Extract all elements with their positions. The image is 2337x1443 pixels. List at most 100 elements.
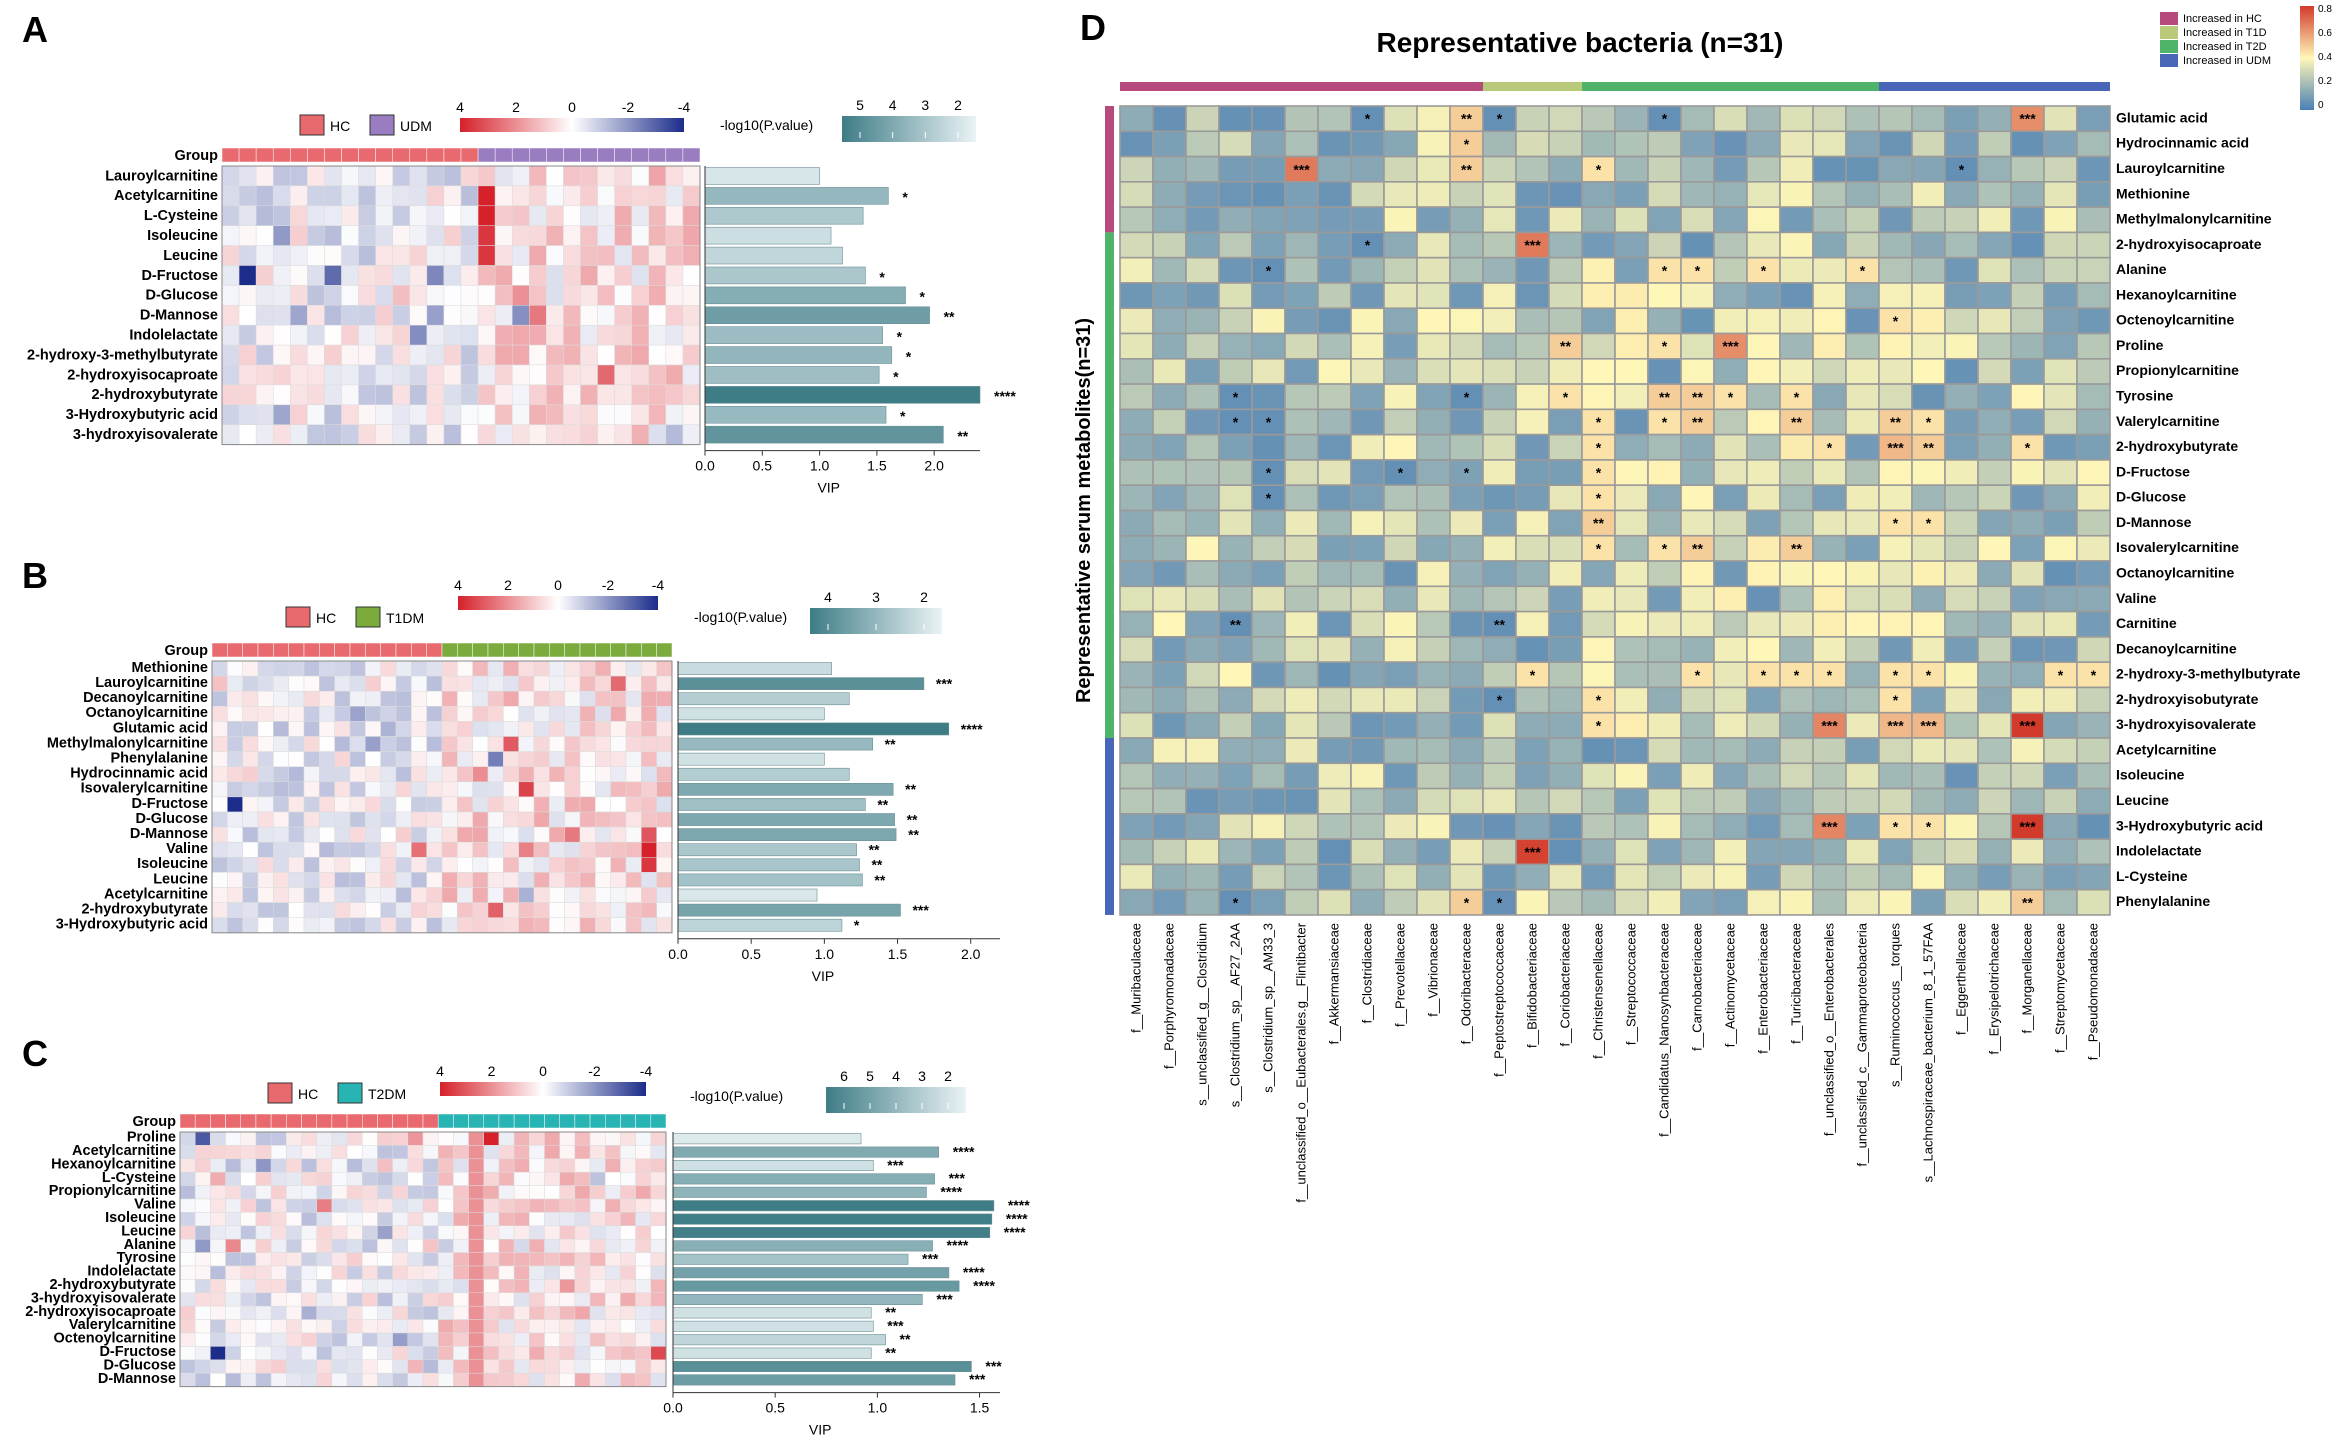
heatmap-cell bbox=[194, 1145, 211, 1160]
corr-significance: * bbox=[1695, 262, 1701, 278]
corr-cell bbox=[1383, 636, 1418, 663]
corr-cell bbox=[1119, 610, 1154, 638]
heatmap-cell bbox=[411, 660, 427, 677]
corr-cell bbox=[1713, 459, 1748, 487]
heatmap-cell bbox=[316, 1238, 333, 1253]
corr-cell bbox=[2010, 610, 2045, 638]
heatmap-cell bbox=[341, 384, 359, 406]
heatmap-cell bbox=[331, 1212, 348, 1227]
corr-cell bbox=[2010, 737, 2045, 765]
heatmap-cell bbox=[487, 841, 504, 858]
corr-cell bbox=[1647, 357, 1682, 385]
corr-cell bbox=[1746, 130, 1781, 158]
legend-swatch bbox=[2160, 26, 2178, 39]
corr-cell bbox=[1449, 206, 1484, 234]
corr-significance: * bbox=[1266, 262, 1272, 278]
corr-cell bbox=[1647, 661, 1682, 689]
heatmap-cell bbox=[595, 736, 611, 752]
panel-b-label: B bbox=[22, 555, 48, 596]
heatmap-cell bbox=[255, 245, 274, 266]
corr-cell bbox=[1713, 332, 1748, 360]
heatmap-cell bbox=[477, 324, 496, 346]
corr-cell bbox=[1251, 534, 1286, 562]
group-cell bbox=[316, 1113, 333, 1129]
heatmap-cell bbox=[483, 1332, 500, 1347]
heatmap-cell bbox=[225, 1225, 241, 1240]
corr-cell bbox=[1185, 534, 1220, 562]
group-cell bbox=[375, 147, 393, 163]
corr-cell bbox=[1779, 206, 1814, 234]
heatmap-cell bbox=[324, 205, 342, 226]
corr-cell bbox=[2043, 838, 2078, 866]
heatmap-cell bbox=[331, 1198, 348, 1213]
corr-cell bbox=[1119, 661, 1154, 689]
vip-bar bbox=[704, 306, 930, 324]
corr-cell bbox=[1449, 686, 1484, 714]
heatmap-cell bbox=[392, 265, 411, 286]
corr-cell bbox=[1185, 357, 1220, 385]
heatmap-cell bbox=[580, 305, 598, 326]
heatmap-cell bbox=[211, 826, 228, 843]
heatmap-cell bbox=[498, 1279, 515, 1294]
heatmap-cell bbox=[365, 766, 381, 783]
corr-cell bbox=[1581, 307, 1616, 335]
corr-cell bbox=[1977, 661, 2012, 689]
group-cell bbox=[656, 642, 673, 658]
heatmap-cell bbox=[375, 225, 393, 246]
corr-significance: * bbox=[1464, 389, 1470, 405]
heatmap-cell bbox=[665, 424, 684, 445]
corr-cell bbox=[1713, 813, 1748, 840]
corr-cell bbox=[1383, 130, 1418, 158]
group-cell bbox=[225, 1113, 241, 1129]
corr-cell bbox=[1647, 737, 1682, 765]
heatmap-cell bbox=[358, 424, 376, 445]
heatmap-cell bbox=[477, 245, 496, 266]
heatmap-cell bbox=[564, 675, 581, 692]
heatmap-cell bbox=[411, 796, 427, 813]
heatmap-cell bbox=[358, 285, 376, 306]
metabolite-label: 2-hydroxybutyrate bbox=[81, 901, 208, 917]
heatmap-cell bbox=[441, 872, 458, 888]
corr-cell bbox=[1680, 610, 1715, 638]
corr-cell bbox=[1878, 888, 1913, 916]
corr-cell bbox=[1944, 711, 1979, 739]
corr-cell bbox=[1119, 433, 1154, 461]
corr-significance: * bbox=[1926, 515, 1932, 531]
heatmap-cell bbox=[610, 811, 627, 828]
heatmap-cell bbox=[290, 205, 308, 226]
group-cell bbox=[270, 1113, 287, 1129]
metabolite-label: Indolelactate bbox=[129, 328, 218, 344]
corr-cell bbox=[2076, 863, 2111, 891]
heatmap-cell bbox=[595, 857, 611, 873]
heatmap-cell bbox=[494, 424, 513, 445]
heatmap-cell bbox=[544, 1158, 560, 1173]
heatmap-cell bbox=[518, 766, 535, 783]
heatmap-cell bbox=[589, 1158, 606, 1173]
heatmap-cell bbox=[341, 185, 359, 207]
heatmap-cell bbox=[272, 265, 291, 286]
heatmap-cell bbox=[665, 344, 684, 366]
heatmap-cell bbox=[365, 690, 381, 707]
heatmap-cell bbox=[316, 1279, 333, 1294]
heatmap-cell bbox=[210, 1305, 226, 1320]
corr-significance: * bbox=[1596, 717, 1602, 733]
heatmap-cell bbox=[518, 690, 535, 707]
corr-cell bbox=[1119, 484, 1154, 512]
corr-cell bbox=[1317, 383, 1352, 411]
metabolite-label: Isoleucine bbox=[137, 856, 208, 872]
heatmap-cell bbox=[437, 1279, 454, 1294]
corr-cell bbox=[1845, 105, 1880, 133]
corr-cell bbox=[1416, 762, 1451, 790]
pvalue-color-scale bbox=[810, 608, 942, 634]
heatmap-cell bbox=[273, 751, 289, 767]
metabolite-row-label: Hydrocinnamic acid bbox=[2116, 135, 2249, 151]
heatmap-cell bbox=[563, 305, 581, 326]
heatmap-cell bbox=[426, 660, 443, 677]
heatmap-cell bbox=[349, 917, 366, 934]
heatmap-cell bbox=[407, 1158, 424, 1173]
heatmap-cell bbox=[559, 1332, 576, 1347]
heatmap-cell bbox=[549, 902, 565, 918]
heatmap-cell bbox=[487, 826, 504, 843]
heatmap-cell bbox=[494, 185, 513, 207]
heatmap-cell bbox=[395, 811, 412, 828]
